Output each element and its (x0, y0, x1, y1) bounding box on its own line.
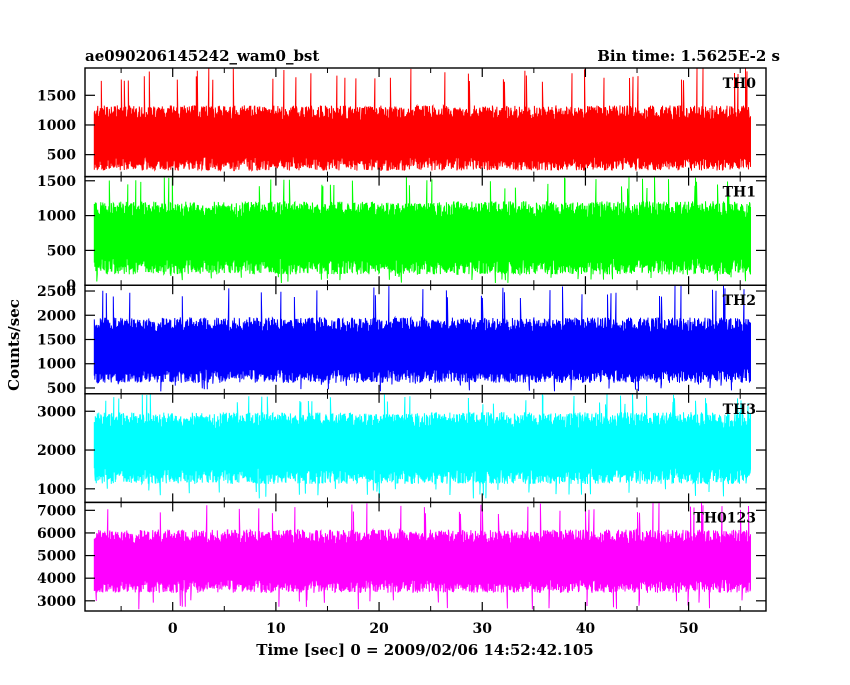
y-tick-label: 1500 (37, 88, 76, 104)
y-tick-label: 6000 (37, 526, 76, 542)
y-tick-label: 500 (47, 243, 76, 259)
panel-label: TH0 (723, 76, 757, 92)
x-tick-layer: 0 10 20 30 40 50 (168, 621, 699, 637)
y-tick-label: 1000 (37, 482, 76, 498)
series-core-th1 (94, 219, 751, 257)
y-axis-label: Counts/sec (5, 299, 23, 391)
x-tick-label: 40 (576, 621, 596, 637)
y-tick-label: 1500 (37, 174, 76, 190)
panel-th0123: 3000 4000 5000 6000 7000 TH0123 (37, 501, 767, 612)
chart-title-right: Bin time: 1.5625E-2 s (597, 47, 780, 65)
panel-label: TH2 (723, 293, 756, 309)
series-th0 (93, 68, 751, 172)
panel-label: TH1 (723, 185, 756, 201)
y-tick-label: 1500 (37, 333, 76, 349)
y-tick-label: 500 (47, 381, 76, 397)
panel-frame (84, 501, 767, 612)
y-tick-label: 3000 (37, 404, 76, 420)
y-tick-label: 1000 (37, 118, 76, 134)
panel-label: TH3 (723, 402, 756, 418)
y-tick-label: 1000 (37, 209, 76, 225)
x-tick-label: 0 (168, 621, 178, 637)
chart-title-left: ae090206145242_wam0_bst (85, 47, 319, 65)
y-tick-label: 2000 (37, 308, 76, 324)
y-tick-label: 4000 (37, 571, 76, 587)
series-core-th3 (94, 430, 751, 467)
y-tick-label: 1000 (37, 357, 76, 373)
y-tick-label: 7000 (37, 503, 76, 519)
x-tick-label: 20 (369, 621, 389, 637)
series-core-th2 (94, 333, 751, 367)
panels-layer: 500 1000 1500 TH0 0 500 1000 1500 TH1 500 1000 1500… (37, 67, 767, 612)
panel-th1: 0 500 1000 1500 TH1 (37, 174, 767, 294)
y-tick-label: 500 (47, 148, 76, 164)
y-tick-label: 2500 (37, 284, 76, 300)
series-core-th0 (94, 121, 751, 155)
panel-label: TH0123 (693, 510, 756, 526)
y-tick-label: 0 (66, 278, 76, 294)
panel-th2: 500 1000 1500 2000 2500 TH2 (37, 284, 767, 397)
x-tick-label: 10 (266, 621, 286, 637)
y-tick-label: 2000 (37, 443, 76, 459)
series-core-th0123 (94, 545, 751, 578)
y-tick-label: 5000 (37, 549, 76, 565)
panel-th3: 1000 2000 3000 TH3 (37, 393, 767, 504)
x-tick-label: 30 (473, 621, 493, 637)
panel-th0: 500 1000 1500 TH0 (37, 67, 767, 178)
y-tick-label: 3000 (37, 594, 76, 610)
x-tick-label: 50 (679, 621, 699, 637)
x-axis-label: Time [sec] 0 = 2009/02/06 14:52:42.105 (256, 641, 593, 659)
